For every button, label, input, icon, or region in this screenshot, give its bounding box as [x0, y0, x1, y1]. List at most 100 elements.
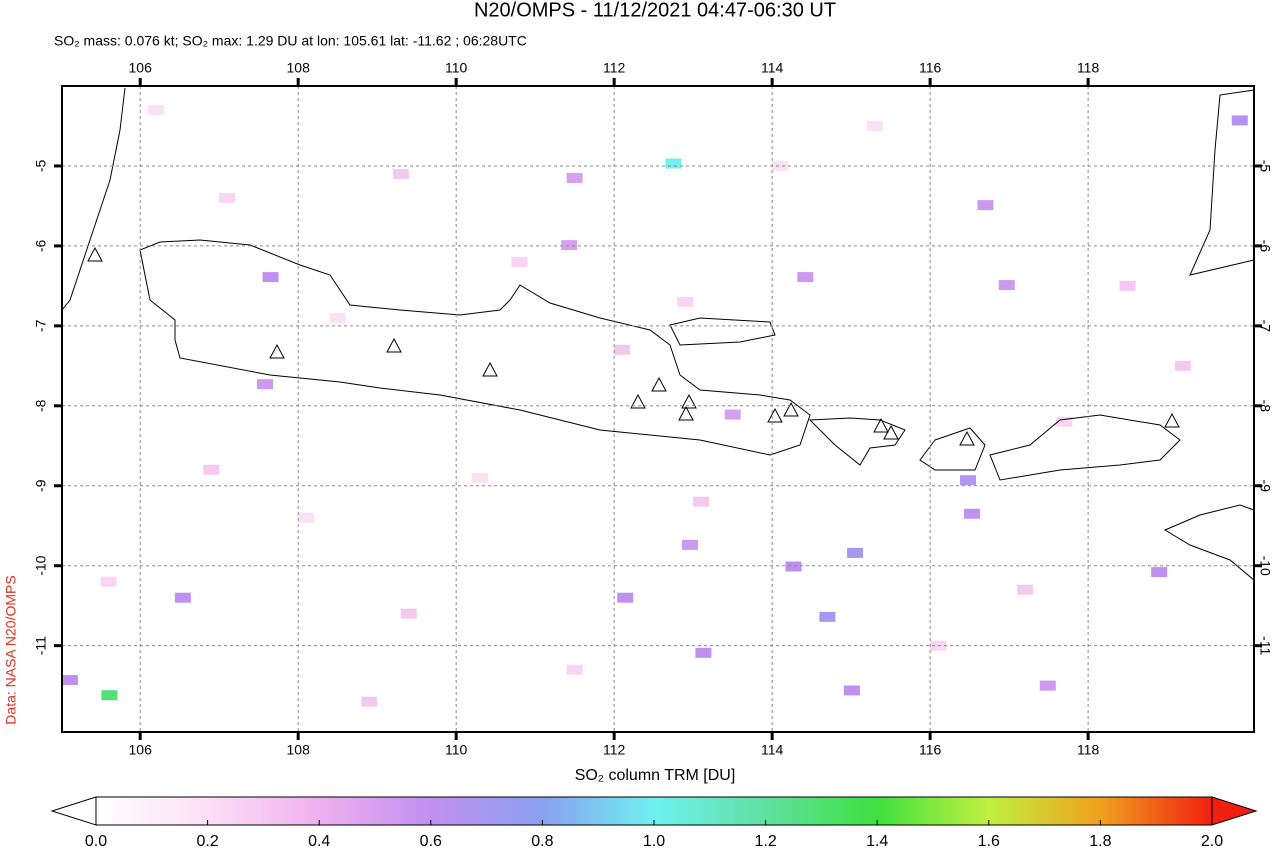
volcano-marker [681, 393, 697, 409]
so2-pixel [998, 280, 1015, 291]
so2-pixel [677, 296, 694, 307]
so2-pixel [174, 592, 191, 603]
volcano-marker [767, 407, 783, 423]
volcano-marker [883, 424, 899, 440]
volcano-marker [678, 405, 694, 421]
so2-pixel [566, 172, 583, 183]
so2-pixel [262, 272, 279, 283]
so2-pixel [257, 379, 274, 390]
so2-pixel [148, 104, 165, 115]
y-tick-label: -6 [33, 239, 49, 252]
y-tick-label: -5 [33, 160, 49, 173]
y-tick-label: -7 [33, 319, 49, 332]
colorbar-tick-label: 2.0 [1201, 833, 1223, 850]
so2-pixel [1151, 567, 1168, 578]
so2-pixel [847, 547, 864, 558]
coastline [61, 87, 126, 311]
colorbar-tick-label: 1.2 [754, 833, 776, 850]
so2-pixel [566, 664, 583, 675]
so2-pixel [695, 647, 712, 658]
coastline [808, 417, 906, 466]
colorbar-tick-label: 0.4 [308, 833, 330, 850]
y-tick-label: -7 [1257, 320, 1272, 333]
so2-pixel [963, 508, 980, 519]
coastline [139, 239, 811, 456]
y-tick-label: -8 [1257, 400, 1272, 413]
coastline [1189, 89, 1255, 276]
so2-pixel [392, 168, 409, 179]
coastline [1163, 504, 1255, 582]
x-tick-label: 116 [919, 60, 942, 76]
so2-pixel [361, 696, 378, 707]
so2-pixel [617, 592, 634, 603]
so2-pixel [1056, 416, 1073, 427]
so2-pixel [400, 608, 417, 619]
volcano-marker [873, 417, 889, 433]
so2-pixel [329, 312, 346, 323]
y-tick-label: -5 [1257, 160, 1272, 173]
so2-pixel [785, 561, 802, 572]
y-tick-label: -10 [1257, 556, 1272, 576]
colorbar-tick-label: 1.6 [978, 833, 1000, 850]
volcano-marker [482, 361, 498, 377]
credit: Data: NASA N20/OMPS [3, 575, 19, 724]
volcano-marker [1164, 412, 1180, 428]
x-tick-label: 118 [1077, 60, 1100, 76]
coastline [989, 414, 1181, 481]
so2-pixel [471, 472, 488, 483]
x-tick-label: 112 [603, 742, 626, 758]
colorbar-under [50, 796, 97, 826]
x-tick-label: 116 [919, 742, 942, 758]
coastlines [61, 87, 1255, 582]
so2-pixel [866, 120, 883, 131]
volcano-marker [386, 337, 402, 353]
colorbar-tick-label: 1.8 [1089, 833, 1111, 850]
so2-pixel [797, 272, 814, 283]
so2-pixel [843, 685, 860, 696]
so2-pixel [724, 409, 741, 420]
so2-pixel [665, 158, 682, 169]
y-tick-label: -9 [1257, 480, 1272, 493]
so2-pixel [1039, 680, 1056, 691]
y-tick-label: -6 [1257, 240, 1272, 253]
so2-pixel [693, 496, 710, 507]
so2-pixel [1016, 584, 1033, 595]
colorbar-tick-label: 1.0 [643, 833, 665, 850]
subtitle: SO₂ mass: 0.076 kt; SO₂ max: 1.29 DU at … [54, 33, 527, 49]
colorbar-tick-label: 0.6 [420, 833, 442, 850]
colorbar-label: SO₂ column TRM [DU] [575, 767, 736, 784]
x-tick-label: 110 [445, 742, 468, 758]
so2-pixel [101, 690, 118, 701]
coastline [669, 317, 776, 346]
so2-pixel [1174, 360, 1191, 371]
so2-pixel [614, 344, 631, 355]
volcano-marker [269, 343, 285, 359]
so2-pixel [681, 539, 698, 550]
so2-pixel [772, 160, 789, 171]
y-tick-label: -10 [33, 555, 49, 575]
pixel-layer [61, 104, 1248, 707]
y-tick-label: -11 [1257, 636, 1272, 655]
volcano-marker [783, 401, 799, 417]
so2-pixel [61, 675, 78, 686]
colorbar-tick-label: 0.2 [196, 833, 218, 850]
x-tick-label: 118 [1077, 742, 1100, 758]
volcano-marker [87, 246, 103, 262]
so2-pixel [100, 576, 117, 587]
so2-pixel [977, 200, 994, 211]
y-tick-label: -8 [33, 399, 49, 412]
x-tick-label: 114 [761, 742, 784, 758]
so2-pixel [819, 611, 836, 622]
volcano-marker [959, 430, 975, 446]
so2-pixel [960, 475, 977, 486]
x-tick-label: 110 [445, 60, 468, 76]
x-tick-label: 108 [287, 60, 311, 76]
map-frame [61, 85, 1255, 733]
y-tick-label: -11 [33, 636, 49, 655]
x-tick-label: 114 [761, 60, 784, 76]
volcano-marker [630, 393, 646, 409]
volcano-marker [651, 376, 667, 392]
so2-pixel [1119, 280, 1136, 291]
x-tick-label: 106 [129, 60, 153, 76]
so2-pixel [298, 512, 315, 523]
